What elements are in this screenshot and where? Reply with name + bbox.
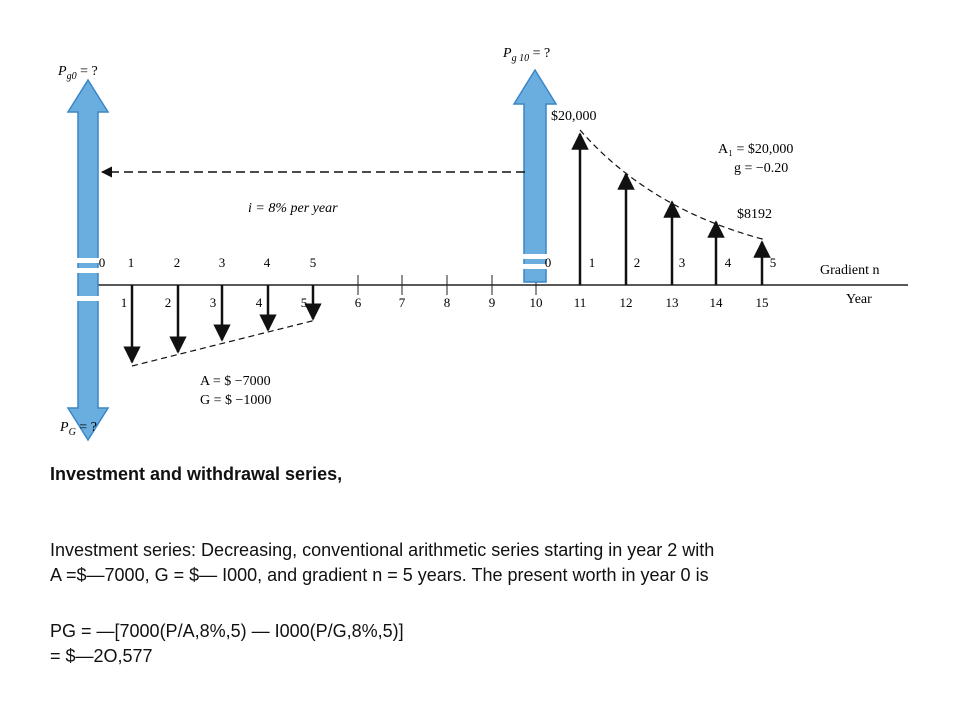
svg-text:3: 3 xyxy=(679,255,686,270)
top-value-label: $20,000 xyxy=(551,109,597,124)
svg-text:0: 0 xyxy=(545,255,552,270)
pg10-label: Pg 10 = ? xyxy=(502,46,550,64)
withdrawal-arrows xyxy=(123,285,322,364)
cash-flow-diagram: Pg0 = ? Pg 10 = ? PG = ? i = 8% per year… xyxy=(57,46,908,442)
svg-text:2: 2 xyxy=(165,295,172,310)
svg-text:11: 11 xyxy=(574,295,587,310)
svg-text:4: 4 xyxy=(264,255,271,270)
gradient-numbers-left: 0 1 2 3 4 5 xyxy=(99,255,317,270)
year-numbers: 1 2 3 4 5 6 7 8 9 10 11 12 13 14 15 xyxy=(121,295,769,310)
a-withdrawal-label: A = $ −7000 xyxy=(200,374,271,389)
explanation-line-2: A =$—7000, G = $— I000, and gradient n =… xyxy=(50,565,709,585)
svg-text:4: 4 xyxy=(725,255,732,270)
svg-text:14: 14 xyxy=(710,295,724,310)
svg-text:12: 12 xyxy=(620,295,633,310)
formula-line: PG = —[7000(P/A,8%,5) — I000(P/G,8%,5)] xyxy=(50,621,404,641)
withdrawal-gradient-line xyxy=(131,319,317,367)
geometric-decline-curve xyxy=(579,129,767,241)
svg-text:5: 5 xyxy=(301,295,308,310)
svg-text:1: 1 xyxy=(121,295,128,310)
svg-text:2: 2 xyxy=(174,255,181,270)
svg-text:10: 10 xyxy=(530,295,543,310)
a1-label: A₁ = $20,000 xyxy=(718,142,793,157)
year-label: Year xyxy=(846,292,872,307)
svg-text:3: 3 xyxy=(219,255,226,270)
svg-text:8: 8 xyxy=(444,295,451,310)
svg-text:15: 15 xyxy=(756,295,769,310)
svg-text:4: 4 xyxy=(256,295,263,310)
pg0-label: Pg0 = ? xyxy=(57,64,98,82)
g-rate-label: g = −0.20 xyxy=(734,161,788,176)
svg-text:6: 6 xyxy=(355,295,362,310)
pg-label: PG = ? xyxy=(59,420,97,438)
svg-text:2: 2 xyxy=(634,255,641,270)
svg-text:3: 3 xyxy=(210,295,217,310)
g-withdrawal-label: G = $ −1000 xyxy=(200,393,271,408)
deposit-arrows xyxy=(571,132,771,285)
gradient-n-label: Gradient n xyxy=(820,263,879,278)
explanation-line-1: Investment series: Decreasing, conventio… xyxy=(50,540,715,560)
svg-text:9: 9 xyxy=(489,295,496,310)
svg-text:1: 1 xyxy=(128,255,135,270)
left-double-arrow-icon xyxy=(66,78,110,442)
svg-text:5: 5 xyxy=(770,255,777,270)
end-value-label: $8192 xyxy=(737,207,772,222)
svg-text:0: 0 xyxy=(99,255,106,270)
right-up-arrow-icon xyxy=(512,68,558,283)
interest-rate-label: i = 8% per year xyxy=(248,201,338,216)
gradient-numbers-right: 0 1 2 3 4 5 xyxy=(545,255,777,270)
section-heading: Investment and withdrawal series, xyxy=(50,464,343,484)
svg-text:1: 1 xyxy=(589,255,596,270)
svg-text:13: 13 xyxy=(666,295,679,310)
svg-text:7: 7 xyxy=(399,295,406,310)
result-line: = $—2O,577 xyxy=(50,646,153,666)
svg-text:5: 5 xyxy=(310,255,317,270)
